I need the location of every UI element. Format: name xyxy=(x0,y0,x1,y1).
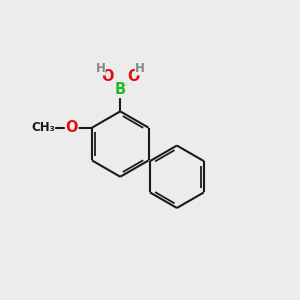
Text: O: O xyxy=(65,120,78,135)
Text: H: H xyxy=(135,62,145,75)
Text: H: H xyxy=(95,62,105,75)
Text: B: B xyxy=(115,82,126,98)
Text: O: O xyxy=(101,69,113,84)
Text: CH₃: CH₃ xyxy=(31,121,55,134)
Text: O: O xyxy=(127,69,140,84)
